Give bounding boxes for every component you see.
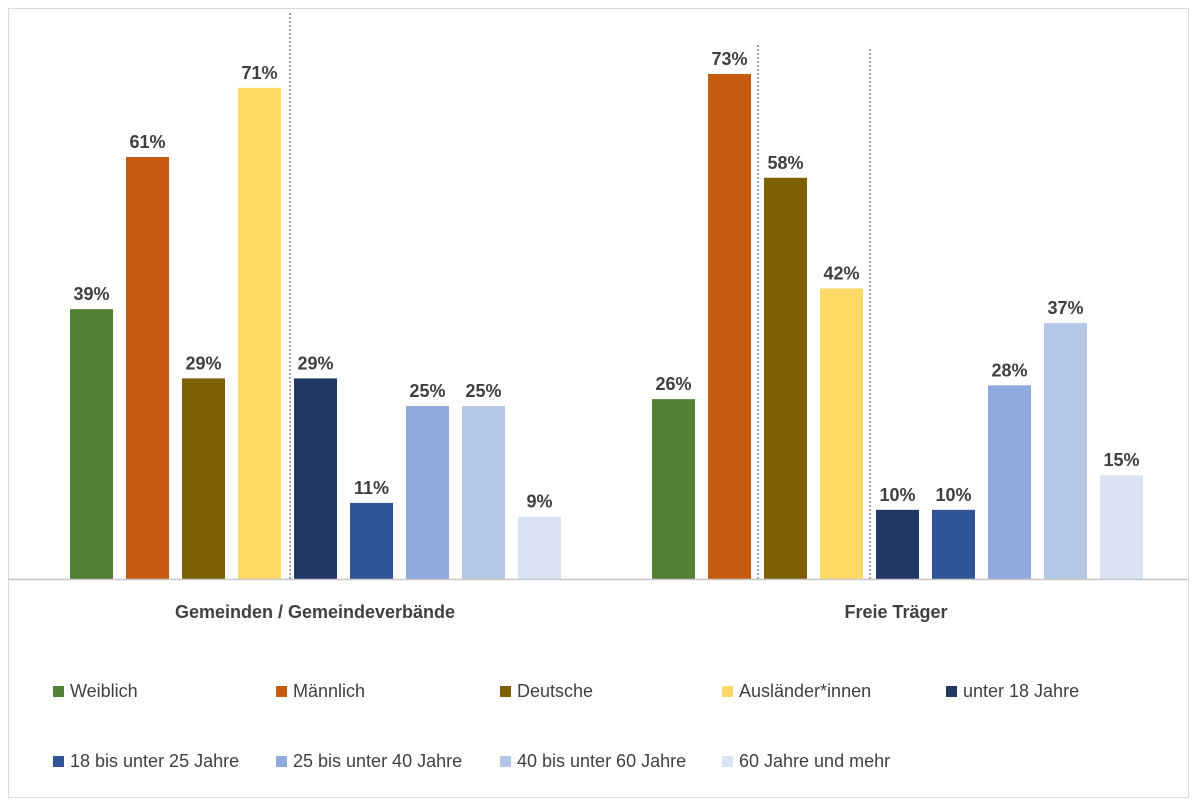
bar [294, 378, 337, 579]
data-label: 29% [185, 353, 221, 373]
category-label: Gemeinden / Gemeindeverbände [175, 602, 455, 622]
data-label: 26% [655, 374, 691, 394]
chart-frame [8, 8, 1189, 798]
data-label: 10% [879, 485, 915, 505]
bar [518, 516, 561, 579]
bar [876, 509, 919, 579]
data-label: 11% [354, 478, 389, 498]
bar [182, 378, 225, 579]
data-label: 25% [409, 381, 445, 401]
data-label: 39% [73, 284, 109, 304]
bar [932, 509, 975, 579]
data-label: 37% [1047, 298, 1083, 318]
bar [406, 406, 449, 579]
bar [238, 87, 281, 579]
bar [708, 74, 751, 579]
bar [126, 157, 169, 579]
category-label: Freie Träger [844, 602, 947, 622]
bar [652, 399, 695, 579]
data-label: 15% [1103, 450, 1139, 470]
data-label: 9% [526, 492, 552, 512]
bar [1044, 323, 1087, 579]
bar [70, 309, 113, 579]
bar [462, 406, 505, 579]
data-label: 29% [297, 353, 333, 373]
bar [350, 502, 393, 579]
bar [988, 385, 1031, 579]
data-label: 61% [129, 132, 165, 152]
bar [1100, 475, 1143, 579]
data-label: 28% [991, 360, 1027, 380]
data-label: 58% [767, 153, 803, 173]
data-label: 42% [823, 263, 859, 283]
bar [820, 288, 863, 579]
data-label: 25% [465, 381, 501, 401]
data-label: 71% [241, 63, 277, 83]
data-label: 10% [935, 485, 971, 505]
bar [764, 177, 807, 579]
data-label: 73% [711, 49, 747, 69]
